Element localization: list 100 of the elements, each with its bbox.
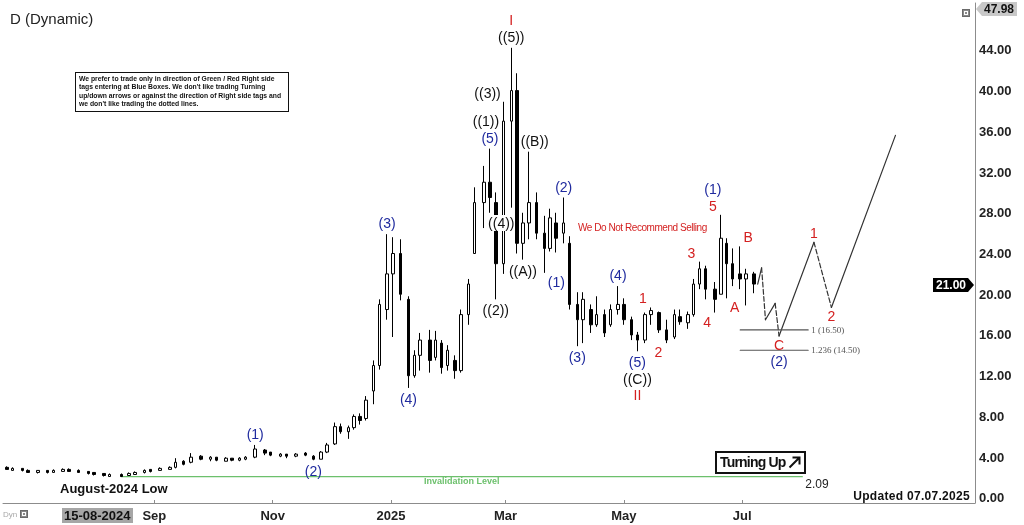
y-tick-label: 32.00 <box>979 164 1012 180</box>
annotation: ((5)) <box>498 28 525 45</box>
y-tick-label: 4.00 <box>979 449 1005 465</box>
candlestick <box>347 425 350 440</box>
candlestick <box>385 233 389 321</box>
candlestick <box>120 472 123 478</box>
candlestick <box>358 412 362 426</box>
candlestick <box>562 197 565 244</box>
annotation: 4 <box>703 313 711 330</box>
candlestick <box>473 186 476 255</box>
candlestick <box>158 466 162 471</box>
y-tick-label: 0.00 <box>979 490 1005 506</box>
candlestick <box>215 456 218 462</box>
candlestick <box>515 72 519 255</box>
annotation: (4) <box>399 390 418 407</box>
x-tick-label: Mar <box>493 508 518 523</box>
candlestick <box>622 297 626 326</box>
candlestick <box>581 291 585 344</box>
candlestick <box>510 47 513 209</box>
annotation: 2 <box>654 344 663 361</box>
candlestick <box>244 455 247 461</box>
text: Dyn <box>3 510 18 519</box>
candlestick <box>285 453 288 459</box>
candlestick <box>364 395 368 422</box>
candlestick <box>149 468 152 473</box>
annotation: (1) <box>547 273 565 290</box>
candlestick <box>459 309 463 374</box>
candlestick <box>678 309 682 326</box>
candlestick <box>61 467 65 472</box>
candlestick <box>434 330 437 361</box>
annotation: Updated 07.07.2025 <box>853 489 970 503</box>
annotation: ((A)) <box>508 262 537 279</box>
annotation: II <box>633 387 642 404</box>
candlestick <box>209 455 212 462</box>
annotation: C <box>773 336 785 353</box>
candlestick <box>102 472 106 478</box>
candlestick <box>616 285 620 316</box>
candlestick <box>92 471 96 477</box>
candlestick <box>378 298 381 371</box>
candlestick <box>182 459 185 466</box>
annotation: (3) <box>378 215 396 232</box>
annotation: I <box>509 12 514 29</box>
annotation: ((2)) <box>482 302 509 319</box>
x-tick-label: 2025 <box>376 508 406 523</box>
candlestick <box>686 311 690 330</box>
candlestick <box>731 247 734 287</box>
candlestick <box>543 215 546 274</box>
candlestick <box>609 303 612 328</box>
candlestick <box>294 452 298 458</box>
candlestick <box>238 456 241 462</box>
candlestick <box>224 456 228 462</box>
candlestick <box>704 265 707 300</box>
y-tick-label: 16.00 <box>979 327 1012 343</box>
annotation: ((B)) <box>520 132 549 149</box>
candlestick <box>446 344 449 372</box>
candlestick <box>253 444 257 459</box>
candlestick <box>77 468 80 473</box>
candlestick <box>568 235 571 311</box>
candlestick <box>673 309 676 340</box>
candlestick <box>279 452 282 458</box>
candlestick <box>595 295 598 328</box>
candlestick <box>333 422 337 446</box>
candlestick <box>46 469 49 474</box>
annotation: We Do Not Recommend Selling <box>578 222 707 233</box>
candlestick <box>713 281 717 314</box>
candlestick <box>5 465 9 470</box>
candlestick <box>643 312 647 344</box>
candlestick <box>440 339 443 375</box>
candlestick <box>744 268 748 306</box>
x-tick-label: Sep <box>142 508 167 523</box>
candlestick <box>127 471 131 477</box>
candlestick <box>725 237 728 299</box>
candlestick <box>52 468 55 473</box>
candlestick <box>11 466 14 471</box>
candlestick <box>657 311 661 334</box>
x-tick-label: Nov <box>260 508 286 523</box>
candlestick <box>391 236 395 338</box>
candlestick <box>603 309 606 338</box>
candlestick <box>372 359 375 405</box>
candlestick <box>108 472 111 478</box>
candlestick <box>418 332 422 372</box>
candlestick <box>554 212 558 253</box>
annotation: 2 <box>827 308 836 325</box>
annotation: (1) <box>246 425 264 442</box>
candlestick <box>527 151 531 240</box>
annotation: ((1)) <box>472 113 500 130</box>
annotation: 5 <box>708 197 717 214</box>
candlestick <box>576 291 579 347</box>
candlestick <box>352 413 356 431</box>
annotation: 3 <box>687 244 696 261</box>
candlestick <box>413 349 416 379</box>
annotation: (3) <box>568 349 586 366</box>
candlestick <box>636 331 639 352</box>
annotation: ((3)) <box>474 84 501 101</box>
annotation: August-2024 Low <box>60 481 168 496</box>
candlestick <box>263 448 267 456</box>
candlestick <box>174 457 177 469</box>
candlestick <box>339 423 342 435</box>
y-tick-label: 36.00 <box>979 123 1012 139</box>
candlestick <box>589 303 593 334</box>
